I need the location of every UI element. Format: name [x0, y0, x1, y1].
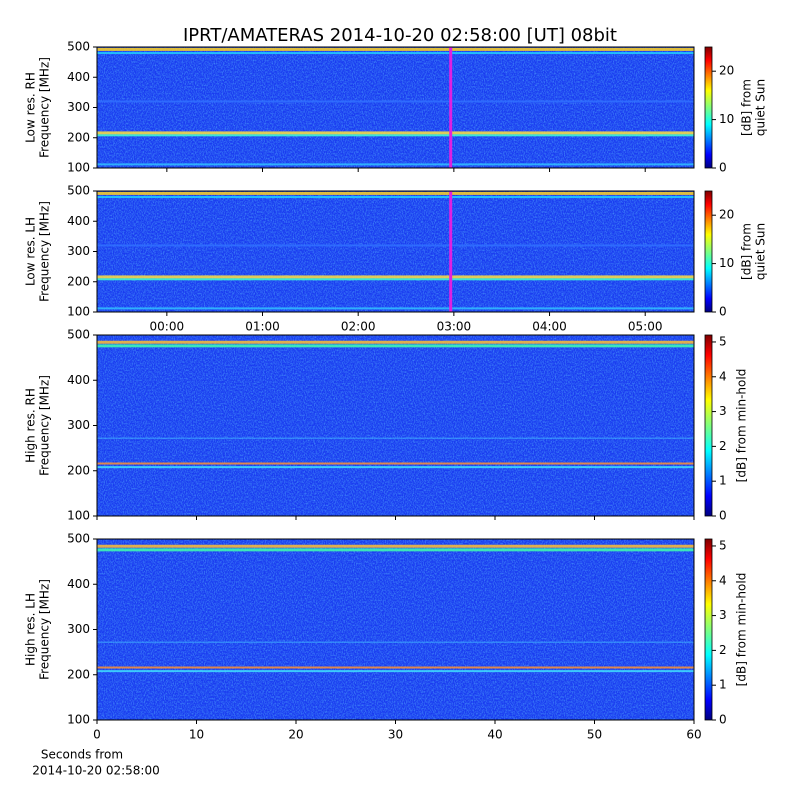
x-tick-label: 0 [93, 728, 101, 742]
y-tick-label: 100 [67, 713, 90, 727]
spectral-band [97, 437, 694, 439]
colorbar-tick-label: 3 [719, 404, 727, 418]
y-tick-label: 200 [67, 463, 90, 477]
spectral-band [97, 278, 694, 281]
spectral-band [97, 666, 694, 669]
y-axis-label: High res. LH [24, 593, 38, 666]
y-axis-label: Low res. LH [24, 217, 38, 286]
x-tick-label: 60 [686, 728, 701, 742]
y-tick-label: 200 [67, 274, 90, 288]
y-tick-label: 400 [67, 70, 90, 84]
y-axis-label: Frequency [MHz] [38, 57, 52, 158]
y-axis-label: Frequency [MHz] [38, 579, 52, 680]
colorbar-tick-label: 10 [719, 112, 734, 126]
x-tick-label: 01:00 [245, 320, 280, 334]
colorbar-tick-label: 3 [719, 608, 727, 622]
x-axis-label: Seconds from [41, 748, 123, 762]
colorbar-tick-label: 2 [719, 439, 727, 453]
y-tick-label: 300 [67, 244, 90, 258]
spectral-band [97, 191, 694, 195]
x-axis-label: 2014-10-20 02:58:00 [32, 764, 159, 778]
x-tick-label: 50 [587, 728, 602, 742]
colorbar-tick-label: 4 [719, 573, 727, 587]
y-tick-label: 400 [67, 214, 90, 228]
colorbar-tick-label: 0 [719, 509, 727, 523]
colorbar-tick-label: 20 [719, 64, 734, 78]
y-tick-label: 100 [67, 161, 90, 175]
y-tick-label: 300 [67, 100, 90, 114]
spectral-band [97, 52, 694, 55]
colorbar-tick-label: 4 [719, 369, 727, 383]
x-tick-label: 04:00 [532, 320, 567, 334]
colorbar-tick-label: 0 [719, 305, 727, 319]
y-axis-label: High res. RH [24, 388, 38, 463]
spectral-band [97, 466, 694, 469]
colorbar-tick-label: 5 [719, 334, 727, 348]
colorbar [704, 538, 713, 721]
spectral-band [97, 307, 694, 310]
colorbar-tick-label: 10 [719, 256, 734, 270]
colorbar [704, 46, 713, 169]
colorbar [704, 334, 713, 517]
y-tick-label: 500 [67, 40, 90, 54]
spectral-band [97, 196, 694, 199]
spectral-band [97, 641, 694, 643]
spectral-band [97, 134, 694, 137]
spectral-band [97, 548, 694, 552]
x-tick-label: 02:00 [341, 320, 376, 334]
spectral-band [97, 340, 694, 344]
y-tick-label: 300 [67, 418, 90, 432]
x-tick-label: 05:00 [628, 320, 663, 334]
spectral-band [97, 100, 694, 103]
spectral-band [97, 163, 694, 166]
colorbar-tick-label: 0 [719, 713, 727, 727]
colorbar-tick-label: 1 [719, 678, 727, 692]
spectrogram-noise [97, 191, 694, 312]
x-tick-label: 30 [388, 728, 403, 742]
colorbar-label: quiet Sun [754, 223, 768, 280]
y-tick-label: 500 [67, 532, 90, 546]
y-tick-label: 100 [67, 509, 90, 523]
y-tick-label: 500 [67, 184, 90, 198]
colorbar-tick-label: 2 [719, 643, 727, 657]
x-tick-label: 40 [487, 728, 502, 742]
spectral-band [97, 275, 694, 279]
y-tick-label: 100 [67, 305, 90, 319]
y-tick-label: 400 [67, 577, 90, 591]
colorbar-label: [dB] from min-hold [735, 369, 749, 483]
spectral-band [97, 131, 694, 135]
colorbar-tick-label: 5 [719, 538, 727, 552]
y-axis-label: Low res. RH [24, 72, 38, 143]
colorbar-tick-label: 20 [719, 208, 734, 222]
spectral-band [97, 244, 694, 247]
colorbar-label: quiet Sun [754, 79, 768, 136]
y-axis-label: Frequency [MHz] [38, 375, 52, 476]
colorbar-label: [dB] from [740, 223, 754, 280]
spectral-band [97, 47, 694, 51]
y-tick-label: 300 [67, 622, 90, 636]
colorbar-tick-label: 0 [719, 161, 727, 175]
chart-title: IPRT/AMATERAS 2014-10-20 02:58:00 [UT] 0… [183, 25, 617, 46]
spectrogram-noise [97, 539, 694, 720]
y-tick-label: 200 [67, 667, 90, 681]
spectral-band [97, 462, 694, 465]
x-tick-label: 00:00 [150, 320, 185, 334]
y-axis-label: Frequency [MHz] [38, 201, 52, 302]
y-tick-label: 500 [67, 328, 90, 342]
colorbar-label: [dB] from [740, 79, 754, 136]
spectrogram-noise [97, 47, 694, 168]
x-tick-label: 20 [288, 728, 303, 742]
spectral-band [97, 670, 694, 673]
y-tick-label: 200 [67, 130, 90, 144]
x-tick-label: 10 [189, 728, 204, 742]
y-tick-label: 400 [67, 373, 90, 387]
colorbar-label: [dB] from min-hold [735, 573, 749, 687]
colorbar-tick-label: 1 [719, 474, 727, 488]
x-tick-label: 03:00 [437, 320, 472, 334]
spectral-band [97, 544, 694, 548]
spectrogram-noise [97, 335, 694, 516]
spectral-band [97, 344, 694, 348]
colorbar [704, 190, 713, 313]
